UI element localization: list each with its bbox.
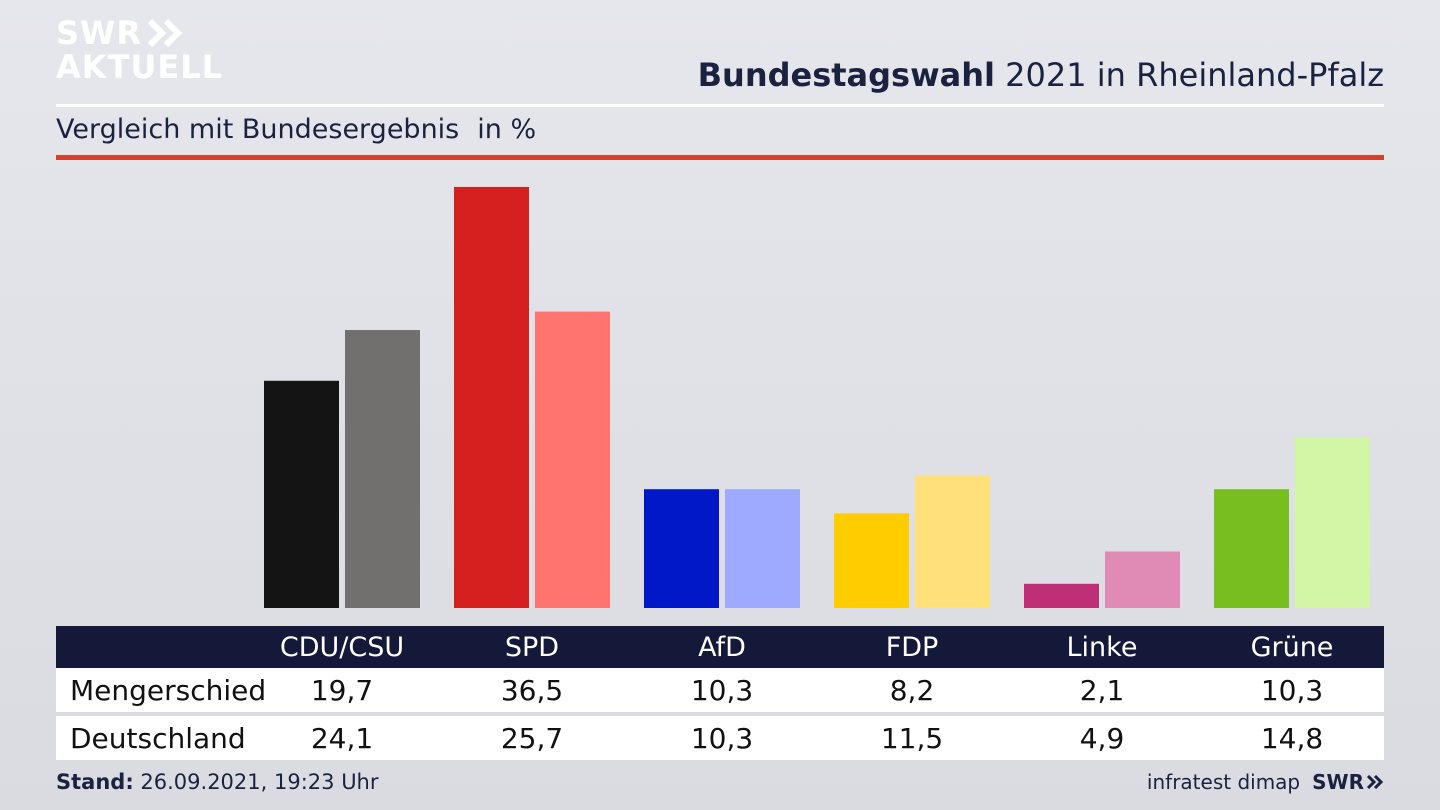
- value-label-gr-ne-deutschland: 14,8: [1260, 721, 1324, 755]
- tick-label-linke: Linke: [1066, 631, 1138, 663]
- value-label-cdu-csu-mengerschied: 19,7: [310, 673, 374, 707]
- source-credit: infratest dimap SWR: [1147, 770, 1384, 794]
- row-label-deutschland: Deutschland: [70, 721, 246, 755]
- bar-linke-mengerschied: [1024, 583, 1099, 608]
- table-row-deutschland: Deutschland 24,1 25,7 10,3 11,5 4,9 14,8: [56, 716, 1384, 760]
- bar-spd-deutschland: [535, 311, 610, 608]
- value-label-cdu-csu-deutschland: 24,1: [310, 721, 374, 755]
- logo-aktuell-text: AKTUELL: [56, 48, 224, 86]
- bar-fdp-deutschland: [915, 475, 990, 608]
- value-label-afd-mengerschied: 10,3: [690, 673, 754, 707]
- stand-value: 26.09.2021, 19:23 Uhr: [140, 770, 379, 794]
- chevrons-small-icon: [1366, 775, 1384, 789]
- bar-gr-ne-deutschland: [1295, 437, 1370, 608]
- subtitle-text: Vergleich mit Bundesergebnis: [56, 114, 460, 145]
- title-rest: 2021 in Rheinland-Pfalz: [1005, 56, 1384, 94]
- tick-label-spd: SPD: [504, 631, 560, 663]
- bar-cdu-csu-mengerschied: [264, 380, 339, 608]
- bar-gr-ne-mengerschied: [1214, 489, 1289, 608]
- row-label-mengerschied: Mengerschied: [70, 673, 267, 707]
- value-label-fdp-deutschland: 11,5: [880, 721, 944, 755]
- subtitle: Vergleich mit Bundesergebnis in %: [56, 114, 536, 145]
- title-bold: Bundestagswahl: [697, 56, 995, 94]
- bar-afd-mengerschied: [644, 489, 719, 608]
- unit-text: in %: [477, 114, 537, 145]
- bar-afd-deutschland: [725, 489, 800, 608]
- logo-swr-text: SWR: [56, 14, 142, 52]
- page-title: Bundestagswahl 2021 in Rheinland-Pfalz: [698, 56, 1384, 94]
- results-table: CDU/CSU SPD AfD FDP Linke Grüne Mengerschied …: [56, 626, 1384, 760]
- tick-label-afd: AfD: [698, 631, 746, 663]
- footer-brand-text: SWR: [1312, 770, 1364, 794]
- timestamp: Stand: 26.09.2021, 19:23 Uhr: [56, 770, 379, 794]
- chevrons-icon: [147, 19, 183, 47]
- swr-aktuell-logo: SWR AKTUELL: [56, 16, 223, 84]
- tick-label-cdu-csu: CDU/CSU: [279, 631, 405, 663]
- table-row-mengerschied: Mengerschied 19,7 36,5 10,3 8,2 2,1 10,3: [56, 668, 1384, 712]
- bar-spd-mengerschied: [454, 187, 529, 608]
- value-label-gr-ne-mengerschied: 10,3: [1260, 673, 1324, 707]
- bar-fdp-mengerschied: [834, 513, 909, 608]
- value-label-fdp-mengerschied: 8,2: [889, 673, 935, 707]
- value-label-afd-deutschland: 10,3: [690, 721, 754, 755]
- source-text: infratest dimap: [1146, 770, 1301, 794]
- value-label-linke-deutschland: 4,9: [1079, 721, 1125, 755]
- subtitle-divider: [56, 155, 1384, 160]
- value-label-spd-mengerschied: 36,5: [500, 673, 564, 707]
- bar-linke-deutschland: [1105, 551, 1180, 608]
- bar-cdu-csu-deutschland: [345, 330, 420, 608]
- tick-label-gr-ne: Grüne: [1250, 631, 1334, 663]
- table-header-row: CDU/CSU SPD AfD FDP Linke Grüne: [56, 626, 1384, 668]
- footer-brand: SWR: [1312, 770, 1384, 794]
- value-label-linke-mengerschied: 2,1: [1079, 673, 1125, 707]
- value-label-spd-deutschland: 25,7: [500, 721, 564, 755]
- tick-label-fdp: FDP: [885, 631, 939, 663]
- title-divider: [56, 104, 1384, 107]
- stand-label: Stand:: [56, 770, 134, 794]
